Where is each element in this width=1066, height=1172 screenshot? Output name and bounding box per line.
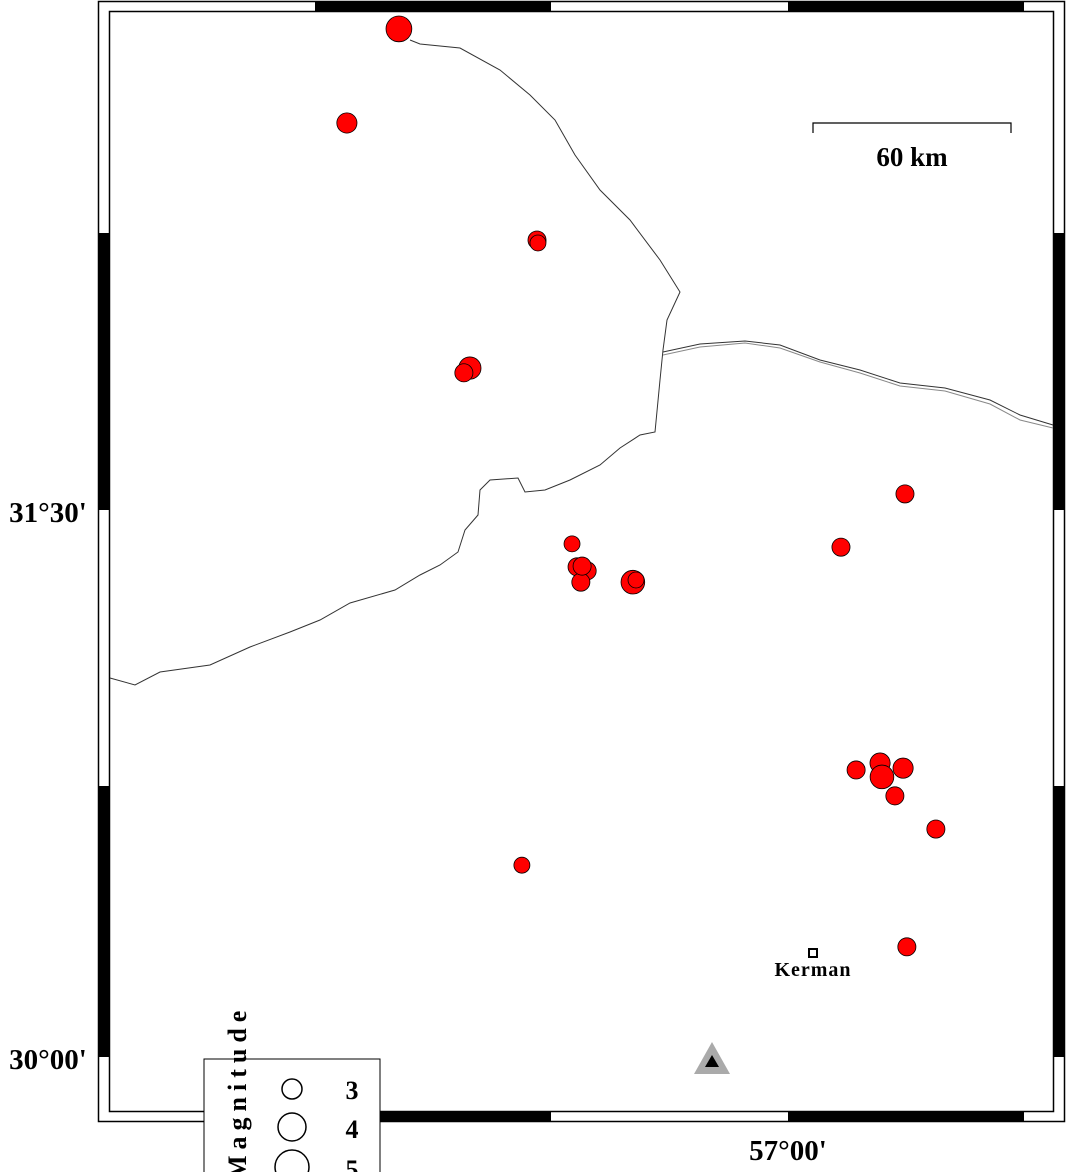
earthquake-event xyxy=(831,537,851,557)
earthquake-event xyxy=(869,764,895,790)
province-boundaries xyxy=(109,39,1054,686)
earthquake-event xyxy=(385,15,413,43)
earthquake-event xyxy=(571,572,591,592)
magnitude-legend: Magnitude 3 4 5 xyxy=(203,1005,381,1172)
earthquake-event xyxy=(563,535,581,553)
earthquake-event xyxy=(926,819,946,839)
legend-entry: 4 xyxy=(346,1115,359,1144)
boundary-line xyxy=(662,342,1054,429)
legend-entry: 5 xyxy=(346,1155,359,1172)
triangle-icon xyxy=(694,1042,730,1074)
earthquake-event xyxy=(572,556,592,576)
earthquake-event xyxy=(897,937,917,957)
lat-label-top: 31°30' xyxy=(9,497,87,529)
city-marker-icon xyxy=(808,948,818,958)
earthquake-event xyxy=(895,484,915,504)
lon-label: 57°00' xyxy=(749,1135,827,1167)
scale-bar: 60 km xyxy=(812,122,1012,172)
lat-label-bottom: 30°00' xyxy=(9,1044,87,1076)
earthquake-event xyxy=(885,786,905,806)
earthquake-event xyxy=(846,760,866,780)
legend-entry: 3 xyxy=(346,1076,359,1105)
earthquake-event xyxy=(454,363,474,383)
scale-bar-label: 60 km xyxy=(876,142,948,172)
earthquake-event xyxy=(627,571,645,589)
earthquake-event xyxy=(336,112,358,134)
city-label: Kerman xyxy=(774,959,851,981)
boundary-line xyxy=(109,39,681,686)
earthquake-event xyxy=(513,856,531,874)
earthquake-event xyxy=(529,234,547,252)
city-kerman: Kerman xyxy=(774,948,851,981)
legend-title: Magnitude xyxy=(223,1005,252,1172)
earthquake-events xyxy=(336,15,946,957)
earthquake-event xyxy=(892,757,914,779)
boundary-line xyxy=(662,340,1054,426)
